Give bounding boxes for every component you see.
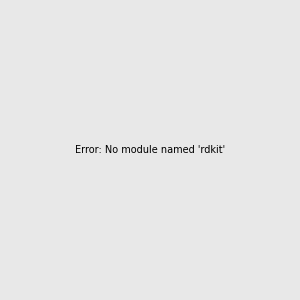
Text: Error: No module named 'rdkit': Error: No module named 'rdkit': [75, 145, 225, 155]
